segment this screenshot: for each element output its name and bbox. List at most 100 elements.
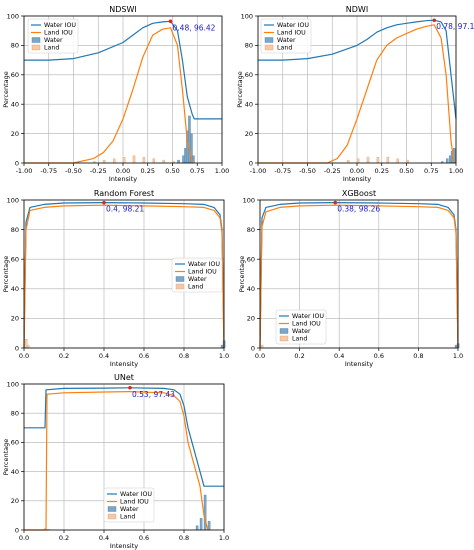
x-tick-label: 0.6 [374,352,384,360]
peak-annotation: 0.53, 97.43 [132,390,175,399]
series-line-water-iou [258,19,457,119]
y-tick-label: 40 [11,101,19,109]
y-axis-label: Percentage [236,71,244,108]
x-tick-label: 0.75 [190,167,204,175]
histogram-bar-land [122,156,126,164]
legend-label: Water IOU [188,261,220,268]
y-tick-label: 40 [245,101,253,109]
x-tick-label: -0.50 [65,167,82,175]
histogram-bar-land [152,158,156,164]
legend-label: Water IOU [120,491,152,498]
x-tick-label: 0.8 [179,352,189,360]
axes-frame [23,383,225,531]
axes-frame [23,15,223,164]
legend-label: Land IOU [292,321,321,328]
legend-box [27,18,79,54]
y-axis-label: Percentage [2,256,10,293]
legend-box [260,18,312,54]
legend-swatch [279,328,289,334]
chart-panel-5: 0.0 0.2 0.4 0.6 0.8 1.0 0 20 40 60 80 100 0.53, 97.4… [2,373,229,550]
x-tick-label: 0.2 [59,534,69,542]
x-tick-label: 0.0 [19,352,29,360]
peak-marker [102,200,106,205]
legend-label: Water [44,37,63,44]
x-tick-label: -1.00 [16,167,33,175]
legend-label: Land IOU [120,499,149,506]
x-tick-label: 0.8 [179,534,189,542]
y-tick-label: 0 [15,344,19,352]
histogram-bar-water [207,521,211,531]
x-tick-label: 0.00 [350,167,364,175]
x-tick-label: -1.00 [250,167,267,175]
peak-marker [432,18,437,23]
x-tick-label: 0.4 [99,352,109,360]
x-axis-label: Intensity [109,175,137,183]
y-tick-label: 80 [11,410,19,418]
y-tick-label: 40 [11,468,19,476]
histogram-bar-water [195,525,199,531]
y-tick-label: 40 [11,285,19,293]
legend-box [275,309,327,345]
chart-panel-4: 0.0 0.2 0.4 0.6 0.8 1.0 0 20 40 60 80 100 0.38, 98.2… [238,189,463,368]
legend-label: Land [292,336,307,343]
histogram-bar-land [112,158,116,164]
series-line-land-iou [24,27,193,164]
chart-title: XGBoost [342,189,376,198]
legend-label: Land [277,45,292,52]
x-tick-label: -0.75 [40,167,57,175]
chart-title: NDSWI [109,5,137,14]
y-axis-label: Percentage [2,439,10,476]
x-tick-label: -0.25 [324,167,341,175]
legend-box [103,487,155,523]
peak-marker [168,19,173,24]
x-tick-label: 0.2 [59,352,69,360]
legend-label: Water [292,328,311,335]
chart-title: NDWI [346,5,368,14]
x-tick-label: 0.8 [413,352,423,360]
x-axis-label: Intensity [110,542,138,550]
histogram-bar-land [142,156,146,164]
axes-frame [23,199,225,349]
legend-label: Land [120,514,135,521]
histogram-bar-water [199,518,203,531]
y-tick-label: 20 [245,130,253,138]
axes-frame [259,199,459,349]
legend-label: Land [44,45,59,52]
x-tick-label: 0.50 [399,167,413,175]
chart-panel-1: -1.00 -0.75 -0.50 -0.25 0.00 0.25 0.50 0.75 1.00… [2,5,229,183]
legend-swatch [279,335,289,342]
x-tick-label: 1.00 [215,167,229,175]
legend-box [171,257,223,293]
histogram-bar-land [132,155,136,164]
y-tick-label: 60 [11,439,19,447]
chart-panel-2: -1.00 -0.75 -0.50 -0.25 0.00 0.25 0.50 0.75 1.00… [236,5,474,183]
y-tick-label: 0 [249,159,253,167]
peak-annotation: 0.48, 96.42 [173,23,216,32]
x-tick-label: 0.6 [139,352,149,360]
x-tick-label: -0.50 [299,167,316,175]
histogram-bar-land [162,159,165,164]
legend-swatch [31,37,41,43]
x-tick-label: 0.4 [99,534,109,542]
series-line-land-iou [23,204,225,349]
y-tick-label: 0 [15,159,19,167]
series-line-land-iou [258,24,455,164]
chart-title: UNet [114,373,134,382]
y-tick-label: 20 [247,315,255,323]
y-tick-label: 60 [247,256,255,264]
y-tick-label: 100 [243,196,255,204]
legend-swatch [31,44,41,51]
legend-swatch [264,37,274,43]
x-tick-label: -0.75 [274,167,291,175]
x-tick-label: 1.0 [453,352,463,360]
series-line-land-iou [24,391,209,531]
histogram-bar-land [376,156,380,164]
x-tick-label: 0.6 [139,534,149,542]
y-tick-label: 0 [15,526,19,534]
series-line-water-iou [24,20,222,120]
histogram-bar-land [356,158,360,164]
y-tick-label: 80 [247,226,255,234]
histogram-bar-land [366,156,370,164]
